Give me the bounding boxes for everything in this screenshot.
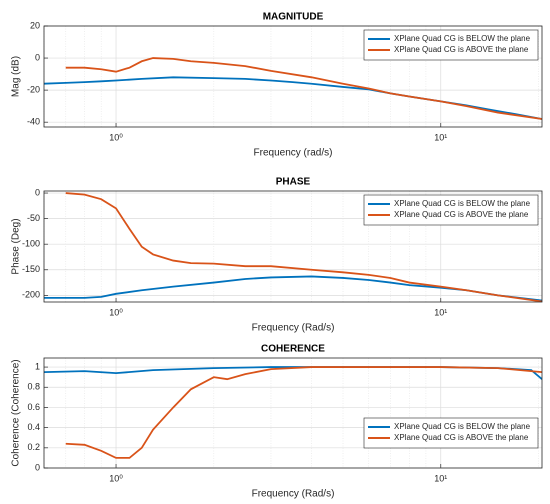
- legend-label: XPlane Quad CG is ABOVE the plane: [394, 210, 529, 219]
- y-tick-label: -40: [27, 117, 40, 127]
- data-line: [65, 192, 542, 302]
- x-tick-label: 10⁰: [109, 307, 123, 317]
- chart-title: PHASE: [276, 177, 311, 188]
- y-tick-label: 20: [30, 20, 40, 30]
- axes-box: [43, 190, 543, 303]
- legend-label: XPlane Quad CG is BELOW the plane: [394, 34, 531, 43]
- data-line: [65, 366, 542, 459]
- y-tick-label: 0.8: [27, 382, 40, 392]
- y-tick-label: -20: [27, 85, 40, 95]
- x-axis-label: Frequency (Rad/s): [252, 489, 335, 500]
- y-tick-label: -100: [22, 239, 40, 249]
- y-tick-label: -150: [22, 264, 40, 274]
- y-tick-label: -50: [27, 213, 40, 223]
- y-tick-label: 0: [35, 462, 40, 472]
- x-axis-label: Frequency (Rad/s): [252, 323, 335, 334]
- x-tick-label: 10⁰: [109, 132, 123, 142]
- legend-label: XPlane Quad CG is BELOW the plane: [394, 422, 531, 431]
- x-tick-label: 10⁰: [109, 473, 123, 483]
- data-line: [65, 57, 542, 120]
- data-line: [44, 275, 542, 302]
- y-axis-label: Mag (dB): [11, 56, 22, 97]
- plot-area: [44, 358, 542, 468]
- y-tick-label: 0: [35, 187, 40, 197]
- axes-box: [43, 357, 543, 469]
- chart-title: COHERENCE: [261, 344, 325, 355]
- x-tick-label: 10¹: [434, 307, 447, 317]
- y-tick-label: 0.6: [27, 402, 40, 412]
- y-tick-label: 0: [35, 52, 40, 62]
- legend-label: XPlane Quad CG is BELOW the plane: [394, 199, 531, 208]
- x-tick-label: 10¹: [434, 132, 447, 142]
- legend-box: [363, 194, 539, 226]
- y-tick-label: 0.2: [27, 442, 40, 452]
- y-tick-label: 0.4: [27, 422, 40, 432]
- chart-title: MAGNITUDE: [263, 12, 324, 23]
- legend-box: [363, 29, 539, 61]
- y-tick-label: -200: [22, 290, 40, 300]
- x-tick-label: 10¹: [434, 473, 447, 483]
- y-axis-label: Coherence (Coherence): [11, 359, 22, 466]
- y-tick-label: 1: [35, 361, 40, 371]
- y-axis-label: Phase (Deg): [11, 218, 22, 274]
- legend-box: [363, 417, 539, 449]
- x-axis-label: Frequency (rad/s): [254, 148, 333, 159]
- legend-label: XPlane Quad CG is ABOVE the plane: [394, 45, 529, 54]
- legend-label: XPlane Quad CG is ABOVE the plane: [394, 433, 529, 442]
- axes-box: [43, 25, 543, 128]
